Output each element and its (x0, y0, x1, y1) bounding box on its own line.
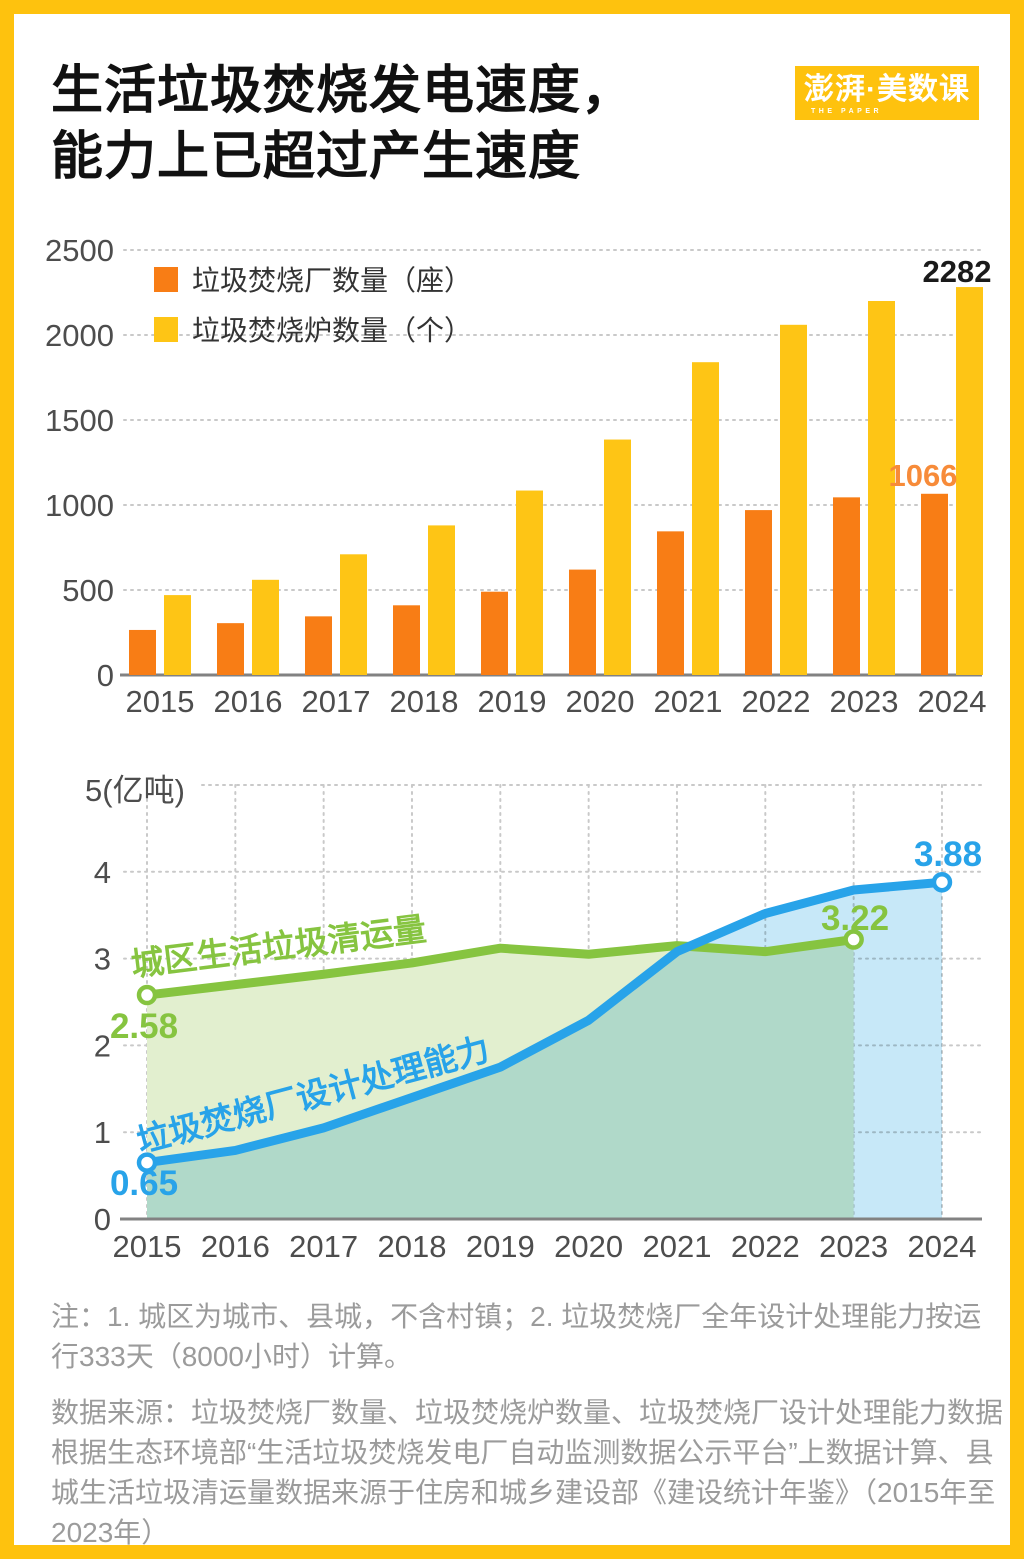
footnotes: 注：1. 城区为城市、县城，不含村镇；2. 垃圾焚烧厂全年设计处理能力按运行33… (51, 1297, 1005, 1548)
legend-swatch-furnaces (154, 316, 178, 342)
x-tick-2023: 2023 (830, 684, 899, 719)
bar-chart-incineration-plants: 0 500 1000 1500 2000 2500 2015 2016 2017 2018 2019… (45, 233, 992, 719)
title-line-2: 能力上已超过产生速度 (51, 128, 582, 186)
value-label-0-65: 0.65 (110, 1164, 178, 1203)
x-tick-2022: 2022 (731, 1229, 800, 1264)
bar-furnaces-2015 (164, 595, 191, 675)
legend-item-plants: 垃圾焚烧厂数量（座） (154, 259, 472, 299)
x-tick-2024: 2024 (907, 1229, 976, 1264)
legend-swatch-plants (154, 266, 178, 292)
y-unit-label: 5(亿吨) (85, 773, 185, 808)
marker-collection-start (136, 984, 158, 1006)
bar-furnaces-2016 (252, 579, 279, 675)
line-chart-capacity-vs-collection: 5(亿吨)43210城区生活垃圾清运量垃圾焚烧厂设计处理能力2.583.220.… (85, 773, 983, 1264)
x-tick-2019: 2019 (478, 684, 547, 719)
y-tick-2000: 2000 (45, 318, 114, 353)
x-tick-2019: 2019 (466, 1229, 535, 1264)
x-tick-2024: 2024 (918, 684, 987, 719)
x-tick-2021: 2021 (654, 684, 723, 719)
x-tick-2015: 2015 (126, 684, 195, 719)
x-tick-2017: 2017 (289, 1229, 358, 1264)
x-tick-2022: 2022 (742, 684, 811, 719)
bar-plants-2023 (833, 497, 860, 675)
x-tick-2016: 2016 (201, 1229, 270, 1264)
note-methodology: 注：1. 城区为城市、县城，不含村镇；2. 垃圾焚烧厂全年设计处理能力按运行33… (51, 1301, 982, 1372)
x-tick-2018: 2018 (390, 684, 459, 719)
bar-plants-2019 (481, 591, 508, 675)
x-tick-2018: 2018 (378, 1229, 447, 1264)
bar-furnaces-2018 (428, 525, 455, 675)
line-capacity (142, 877, 947, 1168)
y-tick-0: 0 (97, 658, 114, 693)
bar-chart-legend: 垃圾焚烧厂数量（座） 垃圾焚烧炉数量（个） (154, 259, 472, 349)
y-tick-500: 500 (62, 573, 114, 608)
value-label-2-58: 2.58 (110, 1007, 178, 1046)
y-tick-0: 0 (94, 1202, 111, 1237)
legend-label-plants: 垃圾焚烧厂数量（座） (192, 265, 473, 296)
legend-item-furnaces: 垃圾焚烧炉数量（个） (154, 309, 472, 349)
x-tick-2021: 2021 (642, 1229, 711, 1264)
bar-furnaces-2020 (604, 439, 631, 675)
bar-furnaces-2017 (340, 554, 367, 675)
x-tick-2020: 2020 (566, 684, 635, 719)
bar-plants-2022 (745, 510, 772, 675)
y-tick-1500: 1500 (45, 403, 114, 438)
bar-plants-2017 (305, 616, 332, 675)
bar-furnaces-2024 (956, 287, 983, 675)
bar-plants-2021 (657, 531, 684, 675)
bar-value-label-1066: 1066 (889, 458, 958, 493)
title-line-1: 生活垃圾焚烧发电速度， (51, 62, 635, 120)
legend-label-furnaces: 垃圾焚烧炉数量（个） (192, 315, 473, 346)
line-collection (142, 935, 859, 1000)
bar-furnaces-2023 (868, 301, 895, 675)
x-tick-2016: 2016 (214, 684, 283, 719)
bar-plants-2018 (393, 605, 420, 675)
x-tick-2020: 2020 (554, 1229, 623, 1264)
logo-text: 澎湃·美数课 (804, 73, 970, 106)
x-tick-2023: 2023 (819, 1229, 888, 1264)
marker-capacity-end (931, 871, 953, 893)
value-label-3-22: 3.22 (821, 899, 889, 938)
area-capacity (147, 882, 942, 1219)
y-tick-2: 2 (94, 1028, 111, 1063)
page-title: 生活垃圾焚烧发电速度， 能力上已超过产生速度 (51, 58, 634, 190)
bar-plants-2015 (129, 629, 156, 675)
y-tick-1000: 1000 (45, 488, 114, 523)
y-tick-3: 3 (94, 942, 111, 977)
publisher-logo: 澎湃·美数课 THE PAPER (795, 66, 979, 120)
marker-capacity-start (136, 1152, 158, 1173)
bar-plants-2020 (569, 569, 596, 675)
marker-collection-end (843, 929, 864, 950)
x-tick-2017: 2017 (302, 684, 371, 719)
bar-value-label-2282: 2282 (923, 254, 992, 289)
y-tick-2500: 2500 (45, 233, 114, 268)
bar-plants-2016 (217, 623, 244, 675)
y-tick-4: 4 (94, 855, 111, 890)
note-data-source: 数据来源：垃圾焚烧厂数量、垃圾焚烧炉数量、垃圾焚烧厂设计处理能力数据根据生态环境… (51, 1397, 1004, 1548)
value-label-3-88: 3.88 (914, 835, 982, 874)
bar-furnaces-2019 (516, 490, 543, 675)
logo-subtext: THE PAPER (811, 108, 883, 115)
x-tick-2015: 2015 (113, 1229, 182, 1264)
bar-furnaces-2022 (780, 324, 807, 675)
bar-plants-2024 (921, 493, 948, 675)
y-tick-1: 1 (94, 1115, 111, 1150)
bar-furnaces-2021 (692, 362, 719, 675)
